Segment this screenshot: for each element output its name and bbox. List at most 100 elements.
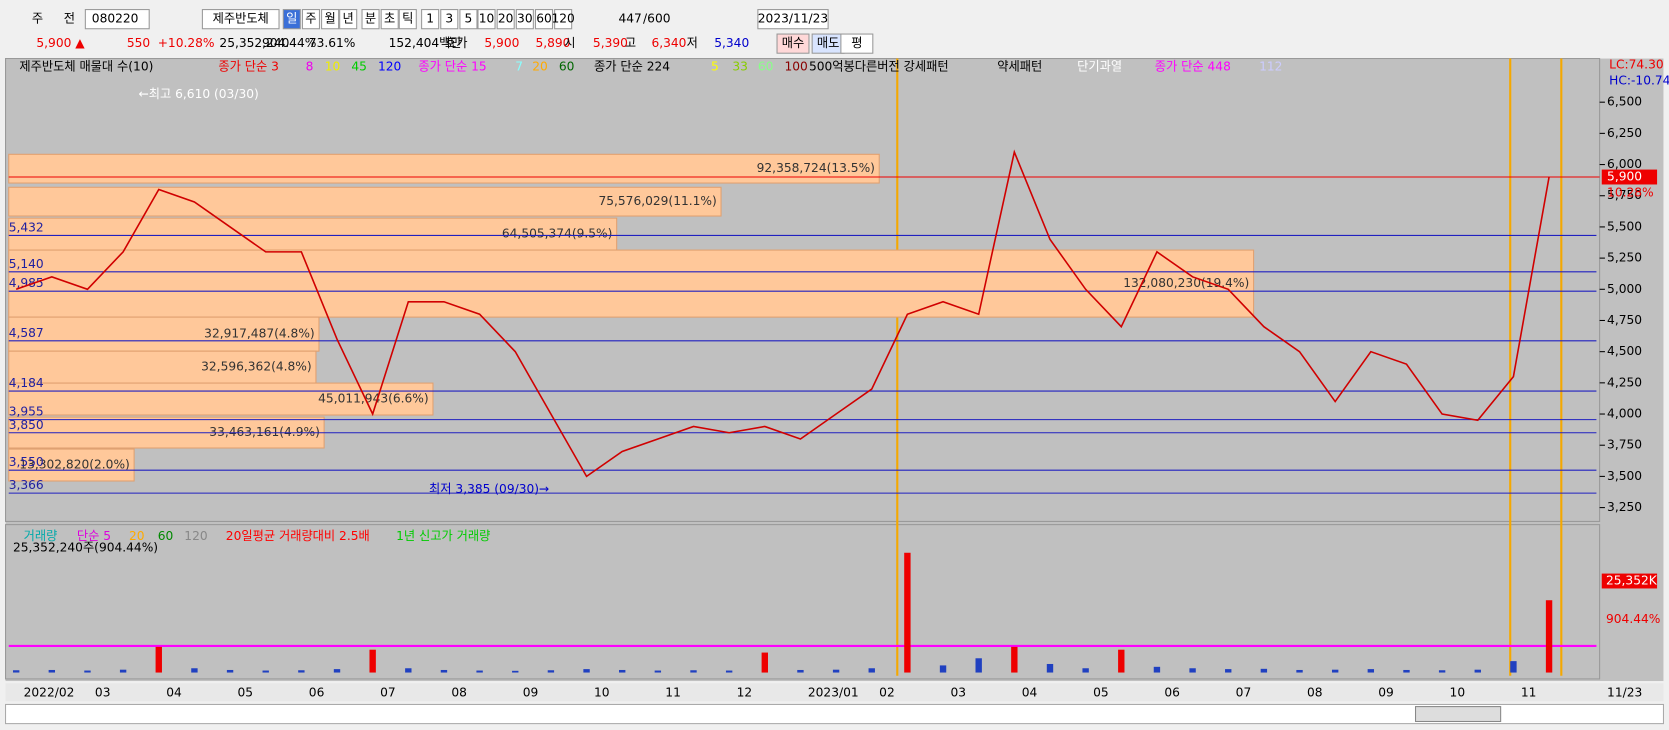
toolbar-item[interactable]: 주 (305, 12, 316, 26)
toolbar-button[interactable] (301, 9, 320, 30)
toolbar-item[interactable]: 447 (619, 12, 642, 26)
toolbar-item[interactable]: 5 (465, 12, 473, 26)
toolbar-button[interactable] (339, 9, 358, 30)
volume-profile-label: 32,917,487(4.8%) (204, 327, 315, 341)
volume-bar (1153, 666, 1161, 673)
quote-field: 6,340 (651, 36, 686, 50)
volume-legend-item: 거래량 (24, 529, 58, 543)
x-tick-label: 03 (950, 685, 966, 699)
quote-field: 호가 (445, 36, 467, 50)
volume-profile-label: 92,358,724(13.5%) (757, 161, 875, 175)
volume-bar (512, 670, 519, 673)
toolbar-item[interactable]: 초 (384, 12, 395, 26)
toolbar-button[interactable] (84, 9, 150, 30)
order-button[interactable] (776, 33, 810, 54)
toolbar-item[interactable]: 30 (517, 12, 533, 26)
x-tick-label: 09 (523, 685, 539, 699)
toolbar-item[interactable]: /600 (643, 12, 670, 26)
toolbar-item[interactable]: 전 (64, 12, 75, 26)
toolbar-item[interactable]: 120 (551, 12, 574, 26)
toolbar-button[interactable] (380, 9, 399, 30)
y-tick-label: 5,000 (1607, 282, 1642, 296)
toolbar-button[interactable] (201, 9, 280, 30)
toolbar-button[interactable] (459, 9, 478, 30)
y-tick-label: 4,500 (1607, 344, 1642, 358)
quote-field[interactable]: 매수 (782, 36, 804, 50)
toolbar-item[interactable]: 1 (426, 12, 434, 26)
legend-item: 약세패턴 (997, 59, 1042, 74)
toolbar-button[interactable] (496, 9, 515, 30)
y-tick-label: 3,750 (1607, 438, 1642, 452)
legend-item: 7 (515, 60, 523, 74)
toolbar-button[interactable] (757, 9, 829, 30)
quote-field: 73.61% (309, 36, 356, 50)
volume-legend-item: 20일평균 거래량대비 2.5배 (226, 529, 370, 543)
volume-profile-bar (8, 382, 434, 416)
volume-profile-bar (8, 217, 618, 251)
toolbar-item[interactable]: 60 (536, 12, 552, 26)
x-tick-label: 03 (95, 685, 111, 699)
volume-bar (904, 552, 911, 673)
toolbar-button[interactable] (534, 9, 554, 30)
toolbar-item[interactable]: 년 (343, 12, 354, 26)
toolbar-item[interactable]: 일 (286, 12, 297, 26)
toolbar-item[interactable]: 3 (445, 12, 453, 26)
toolbar-item[interactable]: 월 (324, 12, 335, 26)
toolbar-item[interactable]: 2023/11/23 (758, 12, 828, 26)
x-tick-label: 10 (594, 685, 610, 699)
toolbar-button[interactable] (477, 9, 496, 30)
quote-field: 550 (127, 36, 150, 50)
toolbar-item[interactable]: 20 (498, 12, 514, 26)
toolbar-button[interactable] (421, 9, 440, 30)
volume-bar (1225, 669, 1232, 673)
toolbar-button[interactable] (554, 9, 573, 30)
quote-field: 5,340 (714, 36, 749, 50)
toolbar-button[interactable] (361, 9, 380, 30)
volume-bar (690, 670, 697, 673)
volume-profile-bar (8, 316, 320, 352)
volume-profile-label: 132,080,230(19.4%) (1123, 276, 1249, 290)
volume-current-box (1601, 573, 1658, 589)
volume-bar (119, 669, 127, 673)
legend-item: 단기과열 (1077, 60, 1122, 74)
scrollbar[interactable] (5, 703, 1664, 725)
volume-bar (583, 669, 590, 673)
quote-field: 시 (564, 36, 575, 50)
x-tick-label: 05 (1093, 685, 1109, 699)
toolbar-button[interactable] (515, 9, 534, 30)
volume-profile-bar (8, 249, 1255, 318)
volume-bar (1118, 649, 1125, 673)
volume-bar (1046, 663, 1054, 673)
x-tick-label: 04 (166, 685, 182, 699)
x-tick-label: 08 (451, 685, 467, 699)
x-tick-label: 10 (1450, 685, 1466, 699)
x-tick-label: 2023/01 (808, 685, 859, 699)
order-button[interactable] (840, 33, 874, 54)
toolbar-button[interactable] (398, 9, 417, 30)
toolbar-button[interactable] (440, 9, 459, 30)
volume-legend-item: 단순 5 (77, 529, 111, 543)
y-tick-label: 5,250 (1607, 251, 1642, 265)
toolbar-item[interactable]: 080220 (92, 12, 139, 26)
toolbar-item[interactable]: 주 (32, 12, 43, 26)
legend-item: 60 (559, 60, 575, 74)
legend-item: 45 (351, 60, 367, 74)
quote-field[interactable]: 매도 (817, 36, 839, 50)
volume-bar (939, 665, 947, 673)
toolbar-button[interactable] (321, 9, 340, 30)
x-tick-label: 07 (1236, 685, 1252, 699)
toolbar-item[interactable]: 10 (479, 12, 495, 26)
toolbar-item[interactable]: 틱 (402, 12, 413, 26)
legend-item: 60 (758, 60, 774, 74)
toolbar-item[interactable]: 제주반도체 (213, 12, 269, 26)
quote-field: 904.44% (262, 36, 316, 50)
toolbar-button[interactable] (282, 9, 301, 30)
quote-field[interactable]: 평 (851, 36, 862, 50)
quote-field: 152,404백만 (389, 36, 462, 50)
volume-legend-item: 120 (184, 529, 207, 543)
toolbar-item[interactable]: 분 (365, 12, 376, 26)
x-tick-label: 06 (1164, 685, 1180, 699)
scroll-thumb[interactable] (1414, 706, 1502, 723)
legend-item: 100 (784, 60, 807, 74)
